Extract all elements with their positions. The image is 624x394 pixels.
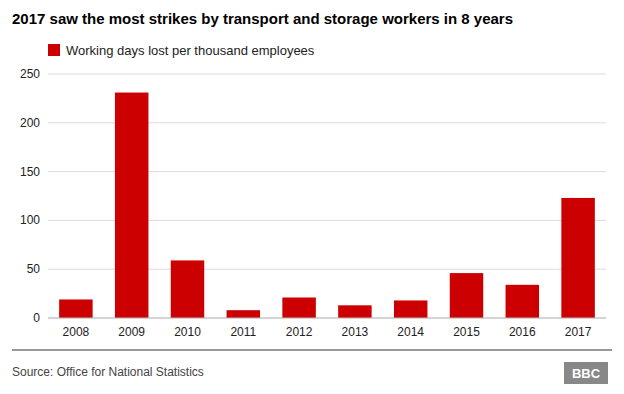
x-tick-label: 2008 <box>63 325 90 339</box>
y-tick-label: 150 <box>20 165 40 179</box>
legend: Working days lost per thousand employees <box>48 43 315 58</box>
x-tick-label: 2014 <box>397 325 424 339</box>
logo-text: BBC <box>572 366 601 381</box>
bar <box>227 310 260 318</box>
x-tick-label: 2015 <box>453 325 480 339</box>
legend-label: Working days lost per thousand employees <box>66 43 315 58</box>
bars <box>59 93 595 318</box>
y-tick-label: 200 <box>20 116 40 130</box>
y-tick-label: 50 <box>27 262 41 276</box>
chart-svg: 2017 saw the most strikes by transport a… <box>0 0 624 394</box>
y-tick-label: 100 <box>20 213 40 227</box>
chart-container: 2017 saw the most strikes by transport a… <box>0 0 624 394</box>
bar <box>561 198 594 318</box>
y-tick-label: 250 <box>20 67 40 81</box>
x-tick-label: 2016 <box>509 325 536 339</box>
background <box>0 0 624 394</box>
legend-swatch <box>48 44 60 56</box>
x-tick-label: 2010 <box>174 325 201 339</box>
grid-line <box>48 74 606 75</box>
bar <box>394 300 427 318</box>
page: {"chart_data": {"type": "bar", "title": … <box>0 0 624 394</box>
logo-box <box>564 362 608 384</box>
footer-rule <box>12 350 612 351</box>
grid-line <box>48 318 606 319</box>
bar <box>338 305 371 318</box>
title: 2017 saw the most strikes by transport a… <box>12 10 513 27</box>
x-tick-label: 2009 <box>118 325 145 339</box>
x-axis-line <box>48 318 606 319</box>
bar <box>115 93 148 318</box>
x-tick-label: 2011 <box>230 325 256 339</box>
bar <box>450 273 483 318</box>
bar <box>171 260 204 318</box>
x-tick-label: 2017 <box>565 325 592 339</box>
bar <box>59 299 92 318</box>
grid <box>48 74 606 318</box>
source: Source: Office for National Statistics <box>12 365 204 379</box>
y-tick-label: 0 <box>33 311 40 325</box>
bar <box>282 298 315 318</box>
x-tick-label: 2012 <box>286 325 313 339</box>
x-tick-label: 2013 <box>342 325 369 339</box>
bar <box>506 285 539 318</box>
